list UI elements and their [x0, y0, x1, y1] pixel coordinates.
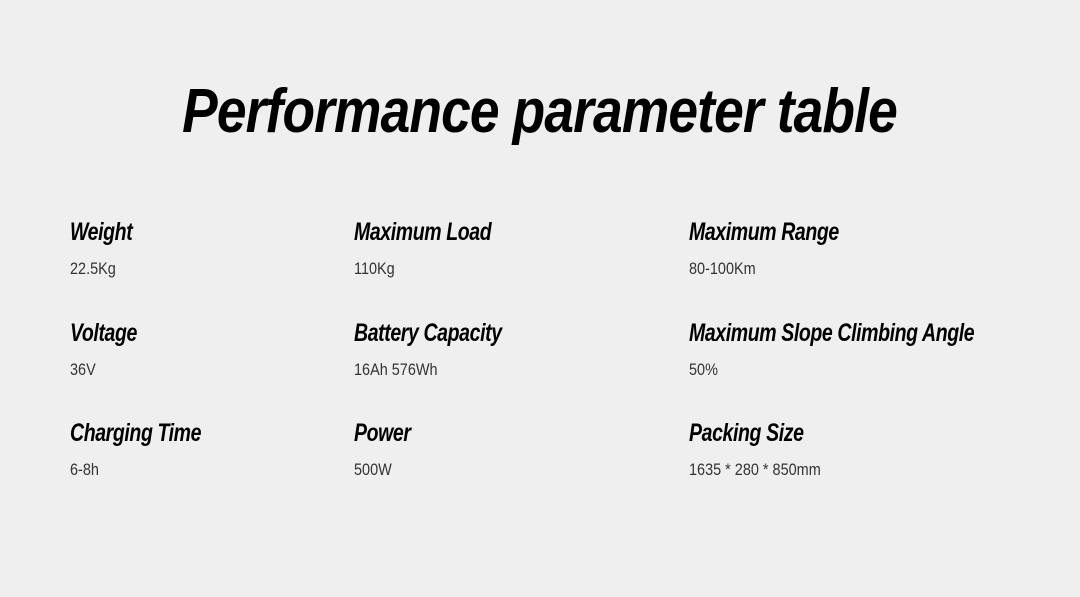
param-slope-angle: Maximum Slope Climbing Angle 50% — [689, 319, 1055, 380]
param-label: Voltage — [70, 319, 137, 347]
param-value: 110Kg — [354, 259, 395, 278]
param-voltage: Voltage 36V — [70, 319, 156, 380]
param-label: Battery Capacity — [354, 319, 502, 347]
param-value: 1635 * 280 * 850mm — [689, 460, 821, 479]
param-battery-capacity: Battery Capacity 16Ah 576Wh — [354, 319, 543, 380]
param-maximum-range: Maximum Range 80-100Km — [689, 218, 881, 279]
param-value: 22.5Kg — [70, 259, 116, 278]
param-value: 500W — [354, 460, 392, 479]
param-packing-size: Packing Size 1635 * 280 * 850mm — [689, 419, 844, 480]
page-title-text: Performance parameter table — [182, 77, 899, 146]
param-label: Maximum Range — [689, 218, 839, 246]
param-label: Maximum Slope Climbing Angle — [689, 319, 975, 347]
page-title: Performance parameter table — [0, 76, 1080, 147]
param-value: 50% — [689, 360, 718, 379]
param-value: 80-100Km — [689, 259, 756, 278]
param-label: Power — [354, 419, 411, 447]
param-label: Packing Size — [689, 419, 804, 447]
param-value: 16Ah 576Wh — [354, 360, 438, 379]
param-label: Maximum Load — [354, 218, 492, 246]
param-power: Power 500W — [354, 419, 427, 480]
param-charging-time: Charging Time 6-8h — [70, 419, 238, 480]
param-value: 6-8h — [70, 460, 99, 479]
param-maximum-load: Maximum Load 110Kg — [354, 218, 530, 279]
param-value: 36V — [70, 360, 96, 379]
param-label: Charging Time — [70, 419, 202, 447]
param-weight: Weight 22.5Kg — [70, 218, 150, 279]
param-label: Weight — [70, 218, 133, 246]
